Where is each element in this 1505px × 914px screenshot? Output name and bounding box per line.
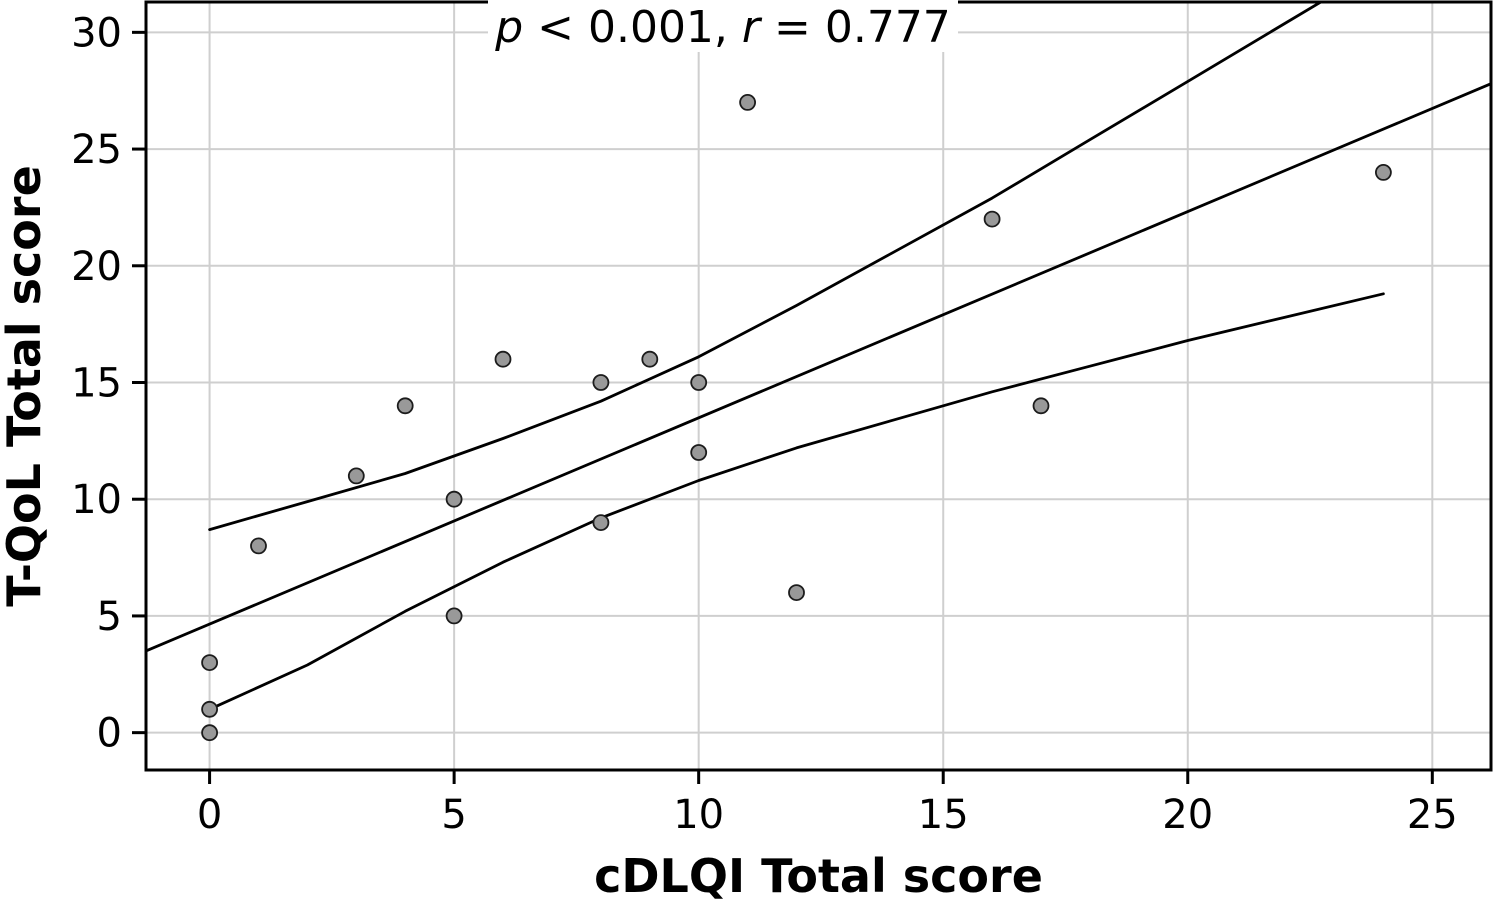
y-tick-label: 25 xyxy=(71,127,122,173)
data-point xyxy=(983,210,1001,228)
x-tick-label: 0 xyxy=(197,792,222,838)
y-tick-label: 0 xyxy=(97,711,122,757)
y-tick-label: 30 xyxy=(71,10,122,56)
plot-frame xyxy=(144,0,1493,772)
x-axis: 0 5 10 15 20 25 xyxy=(197,770,1458,838)
data-point xyxy=(201,724,219,742)
data-point xyxy=(690,444,708,461)
data-point xyxy=(396,397,414,415)
x-tick-label: 25 xyxy=(1407,792,1458,838)
data-point xyxy=(445,490,463,508)
x-axis-label: cDLQI Total score xyxy=(594,849,1043,903)
y-axis: 0 5 10 15 20 25 30 xyxy=(71,10,146,757)
y-tick-label: 5 xyxy=(97,594,122,640)
data-point xyxy=(250,537,267,555)
x-tick-label: 20 xyxy=(1162,792,1213,838)
annotation: p < 0.001, r = 0.777 xyxy=(494,2,951,53)
data-points xyxy=(201,94,1392,742)
data-point xyxy=(201,700,219,718)
data-point xyxy=(494,350,512,368)
annotation-mask xyxy=(488,0,958,52)
grid xyxy=(146,2,1491,770)
y-tick-label: 10 xyxy=(71,477,122,523)
data-point xyxy=(592,374,610,391)
data-point xyxy=(445,607,463,625)
y-tick-label: 15 xyxy=(71,360,122,406)
data-point xyxy=(1032,397,1050,415)
data-point xyxy=(1375,163,1392,181)
data-point xyxy=(347,467,365,485)
data-point xyxy=(641,350,659,368)
data-point xyxy=(201,654,219,671)
x-tick-label: 10 xyxy=(673,792,724,838)
x-tick-label: 5 xyxy=(441,792,466,838)
data-point xyxy=(739,94,756,111)
data-point xyxy=(788,584,805,601)
data-point xyxy=(592,514,610,531)
x-tick-label: 15 xyxy=(918,792,969,838)
regression-line xyxy=(146,82,1491,653)
data-point xyxy=(690,374,708,391)
ci-upper-line xyxy=(208,2,1324,531)
y-axis-label: T-QoL Total score xyxy=(0,165,51,607)
ci-lower-line xyxy=(208,292,1385,711)
y-tick-label: 20 xyxy=(71,244,122,290)
